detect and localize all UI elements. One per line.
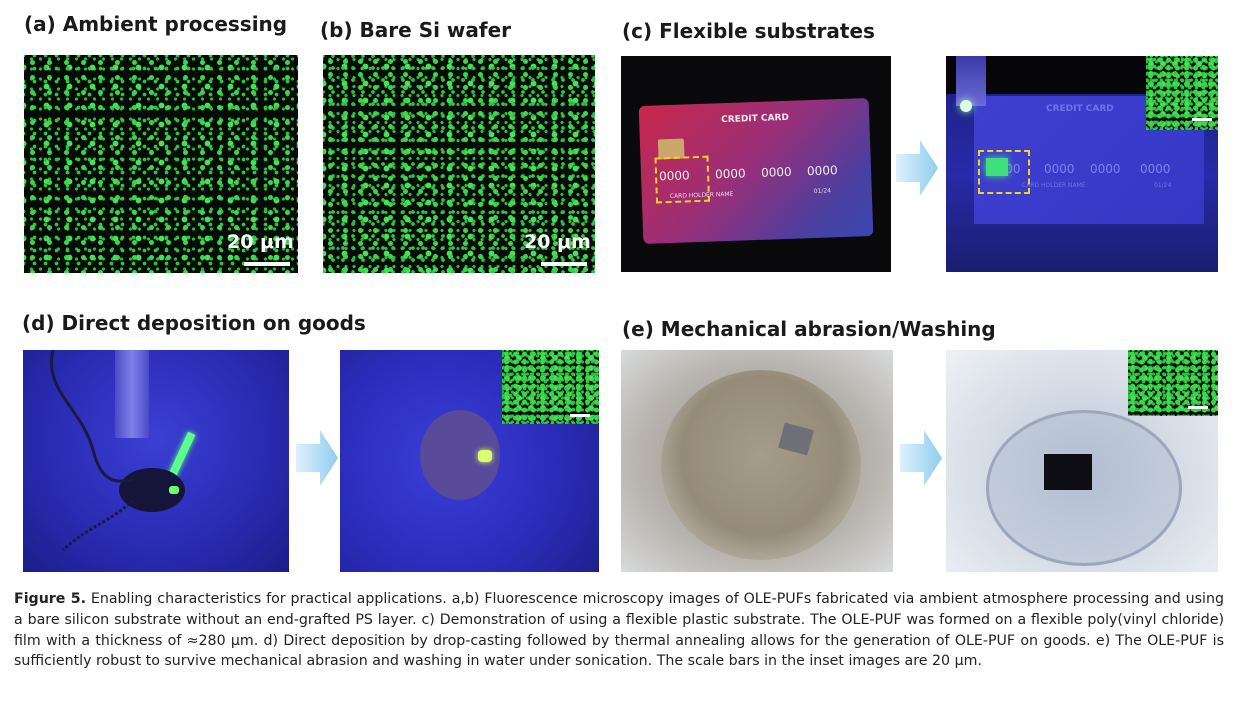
card-expiry: 01/24 — [813, 187, 832, 195]
card-number-4: 0000 — [806, 163, 838, 179]
panel-e-washing-photo — [946, 350, 1218, 572]
panel-c-card-photo: CREDIT CARD 0000 0000 0000 0000 CARD HOL… — [621, 56, 891, 272]
panel-e-label: (e) Mechanical abrasion/Washing — [622, 317, 996, 341]
caption-text: Enabling characteristics for practical a… — [14, 591, 1224, 670]
card-holder-uv: CARD HOLDER NAME — [1022, 182, 1086, 189]
pipette-tip-glow — [960, 100, 972, 112]
panel-b-fluorescence-image: 20 μm — [323, 55, 595, 273]
card-number-uv-4: 0000 — [1140, 162, 1171, 176]
highlight-box-uv — [978, 150, 1030, 194]
chain — [49, 350, 135, 552]
panel-b-scale-label: 20 μm — [524, 231, 591, 253]
inset-e-scale-bar — [1188, 406, 1208, 409]
arrow-right-icon — [896, 140, 938, 196]
sand-bowl — [661, 370, 861, 560]
arrow-right-icon — [900, 430, 942, 486]
card-number-uv-3: 0000 — [1090, 162, 1121, 176]
card-number-2: 0000 — [714, 166, 746, 182]
pipette-d — [115, 350, 149, 438]
fluorescent-spot — [986, 158, 1008, 176]
panel-b-label: (b) Bare Si wafer — [320, 18, 512, 42]
fluorescent-spot-d2 — [478, 450, 492, 462]
card-title-uv: CREDIT CARD — [1046, 104, 1114, 114]
panel-a-scale-label: 20 μm — [227, 231, 294, 253]
figure-number: Figure 5. — [14, 591, 86, 607]
card-number-3: 0000 — [760, 164, 792, 180]
panel-a-scale-bar — [244, 262, 290, 266]
panel-d-pendant-photo — [23, 350, 289, 572]
panel-c-label: (c) Flexible substrates — [622, 19, 875, 43]
card-title: CREDIT CARD — [721, 112, 790, 126]
credit-card: CREDIT CARD 0000 0000 0000 0000 CARD HOL… — [638, 98, 874, 244]
card-number-uv-2: 0000 — [1044, 162, 1075, 176]
sample-chip-e — [1044, 454, 1092, 490]
arrow-right-icon — [296, 430, 338, 486]
inset-c-scale-bar — [1192, 118, 1212, 121]
panel-b-scale-bar — [541, 262, 587, 266]
panel-c-card-uv-photo: CREDIT CARD 0000 0000 0000 0000 CARD HOL… — [946, 56, 1218, 272]
inset-fluorescence-d — [502, 350, 599, 424]
figure-caption: Figure 5. Enabling characteristics for p… — [14, 589, 1224, 672]
panel-d-label: (d) Direct deposition on goods — [22, 311, 366, 335]
panel-a-label: (a) Ambient processing — [24, 12, 288, 36]
inset-d-scale-bar — [570, 414, 590, 417]
panel-d-pendant-uv-photo — [340, 350, 599, 572]
panel-a-fluorescence-image: 20 μm — [24, 55, 298, 273]
fluorescent-spot-d — [169, 486, 179, 494]
highlight-box — [654, 155, 711, 204]
card-expiry-uv: 01/24 — [1154, 182, 1172, 189]
panel-e-sand-photo — [621, 350, 893, 572]
inset-fluorescence-e — [1128, 350, 1218, 416]
pipette — [956, 56, 986, 106]
inset-fluorescence-c — [1146, 56, 1218, 130]
